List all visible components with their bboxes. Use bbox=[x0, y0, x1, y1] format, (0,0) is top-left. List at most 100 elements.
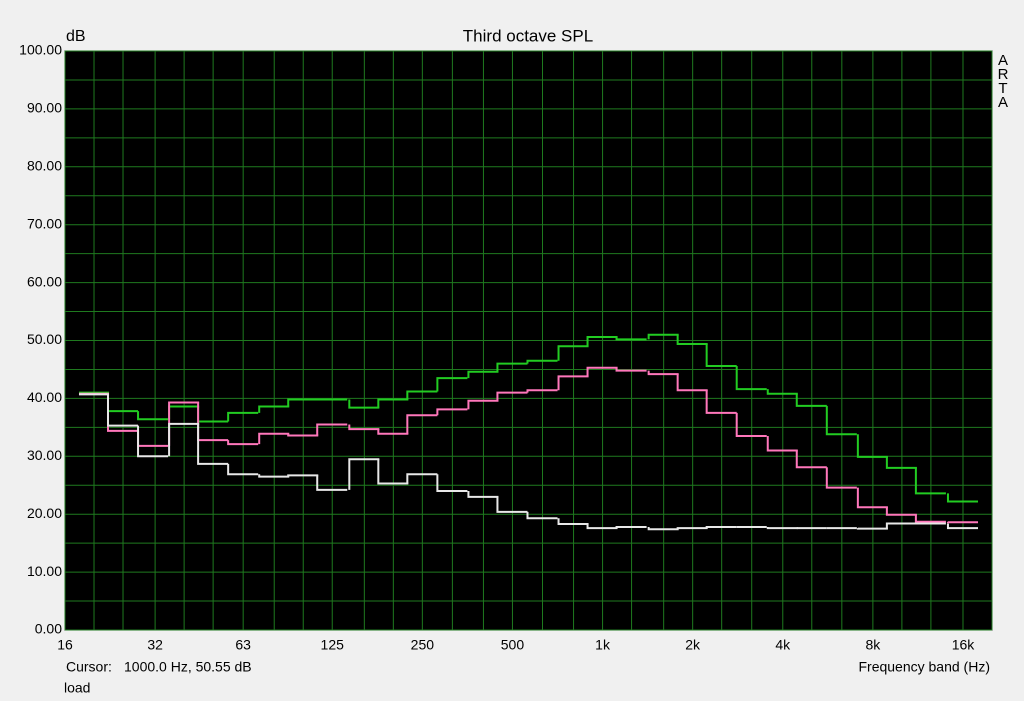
step-segment bbox=[705, 390, 737, 414]
step-segment bbox=[227, 463, 259, 476]
step-segment bbox=[795, 450, 827, 469]
x-tick-label: 8k bbox=[865, 637, 881, 653]
step-segment bbox=[885, 522, 917, 529]
step-segment bbox=[914, 467, 946, 495]
step-segment bbox=[705, 343, 737, 367]
step-segment bbox=[467, 370, 499, 379]
y-tick-label: 90.00 bbox=[27, 100, 62, 116]
step-segment bbox=[885, 456, 917, 469]
step-segment bbox=[467, 491, 499, 498]
step-segment bbox=[946, 523, 979, 530]
x-tick-label: 125 bbox=[321, 637, 345, 653]
step-segment bbox=[647, 370, 679, 376]
step-segment bbox=[377, 398, 409, 408]
y-tick-label: 20.00 bbox=[27, 505, 62, 521]
step-segment bbox=[647, 333, 679, 340]
step-segment bbox=[406, 414, 438, 434]
step-segment bbox=[316, 475, 348, 491]
step-segment bbox=[586, 524, 618, 530]
step-segment bbox=[557, 375, 589, 391]
chart-title: Third octave SPL bbox=[463, 26, 593, 45]
cursor-label: Cursor: bbox=[66, 659, 112, 675]
step-segment bbox=[885, 507, 917, 516]
cursor-value: 1000.0 Hz, 50.55 dB bbox=[124, 659, 252, 675]
x-tick-label: 250 bbox=[411, 637, 435, 653]
x-tick-label: 1k bbox=[595, 637, 611, 653]
step-segment bbox=[406, 390, 438, 400]
step-segment bbox=[258, 405, 290, 413]
step-segment bbox=[557, 345, 589, 361]
watermark: ARTA bbox=[995, 52, 1012, 108]
step-segment bbox=[496, 362, 528, 372]
y-axis-label: dB bbox=[66, 28, 86, 45]
step-segment bbox=[348, 399, 380, 409]
step-segment bbox=[586, 366, 618, 377]
step-segment bbox=[735, 412, 767, 438]
step-segment bbox=[137, 411, 169, 421]
step-segment bbox=[227, 440, 259, 446]
y-tick-label: 10.00 bbox=[27, 563, 62, 579]
step-segment bbox=[557, 518, 589, 526]
step-segment bbox=[856, 434, 888, 458]
step-segment bbox=[825, 467, 857, 489]
step-segment bbox=[258, 474, 290, 478]
step-segment bbox=[676, 527, 708, 530]
x-tick-label: 500 bbox=[501, 637, 525, 653]
x-tick-label: 16 bbox=[57, 637, 73, 653]
step-segment bbox=[705, 525, 737, 529]
x-tick-label: 32 bbox=[147, 637, 163, 653]
step-segment bbox=[197, 423, 229, 465]
step-segment bbox=[137, 425, 169, 458]
step-segment bbox=[766, 526, 798, 530]
step-segment bbox=[377, 429, 409, 435]
step-segment bbox=[377, 459, 409, 485]
y-tick-label: 30.00 bbox=[27, 447, 62, 463]
step-segment bbox=[914, 514, 946, 523]
step-segment bbox=[946, 493, 979, 503]
step-segment bbox=[615, 367, 647, 372]
step-segment bbox=[766, 436, 798, 452]
step-segment bbox=[287, 474, 319, 477]
y-tick-label: 100.00 bbox=[19, 42, 62, 58]
step-segment bbox=[795, 393, 827, 407]
step-segment bbox=[496, 391, 528, 401]
x-tick-label: 63 bbox=[235, 637, 251, 653]
step-segment bbox=[467, 399, 499, 410]
step-segment bbox=[856, 527, 888, 530]
step-segment bbox=[825, 405, 857, 436]
step-segment bbox=[436, 408, 468, 416]
x-tick-label: 16k bbox=[952, 637, 976, 653]
step-segment bbox=[586, 336, 618, 347]
step-segment bbox=[227, 411, 259, 422]
step-segment bbox=[168, 422, 200, 457]
x-axis-label: Frequency band (Hz) bbox=[858, 659, 990, 675]
step-segment bbox=[496, 496, 528, 513]
step-segment bbox=[436, 377, 468, 392]
status-text: load bbox=[64, 680, 90, 696]
step-segment bbox=[348, 424, 380, 431]
step-segment bbox=[526, 389, 558, 393]
y-tick-label: 40.00 bbox=[27, 389, 62, 405]
step-segment bbox=[348, 458, 380, 490]
step-segment bbox=[615, 525, 647, 529]
y-tick-label: 50.00 bbox=[27, 331, 62, 347]
step-segment bbox=[406, 473, 438, 484]
step-segment bbox=[436, 474, 468, 493]
step-segment bbox=[526, 359, 558, 364]
step-segment bbox=[647, 526, 679, 531]
x-tick-label: 2k bbox=[685, 637, 701, 653]
y-tick-label: 0.00 bbox=[35, 621, 62, 637]
step-segment bbox=[258, 432, 290, 445]
step-segment bbox=[766, 389, 798, 395]
step-segment bbox=[106, 394, 139, 427]
y-tick-label: 60.00 bbox=[27, 273, 62, 289]
step-segment bbox=[735, 365, 767, 391]
step-segment bbox=[526, 511, 558, 520]
y-tick-label: 70.00 bbox=[27, 215, 62, 231]
step-segment bbox=[316, 423, 348, 436]
step-segment bbox=[615, 337, 647, 341]
step-segment bbox=[856, 487, 888, 509]
y-tick-label: 80.00 bbox=[27, 158, 62, 174]
